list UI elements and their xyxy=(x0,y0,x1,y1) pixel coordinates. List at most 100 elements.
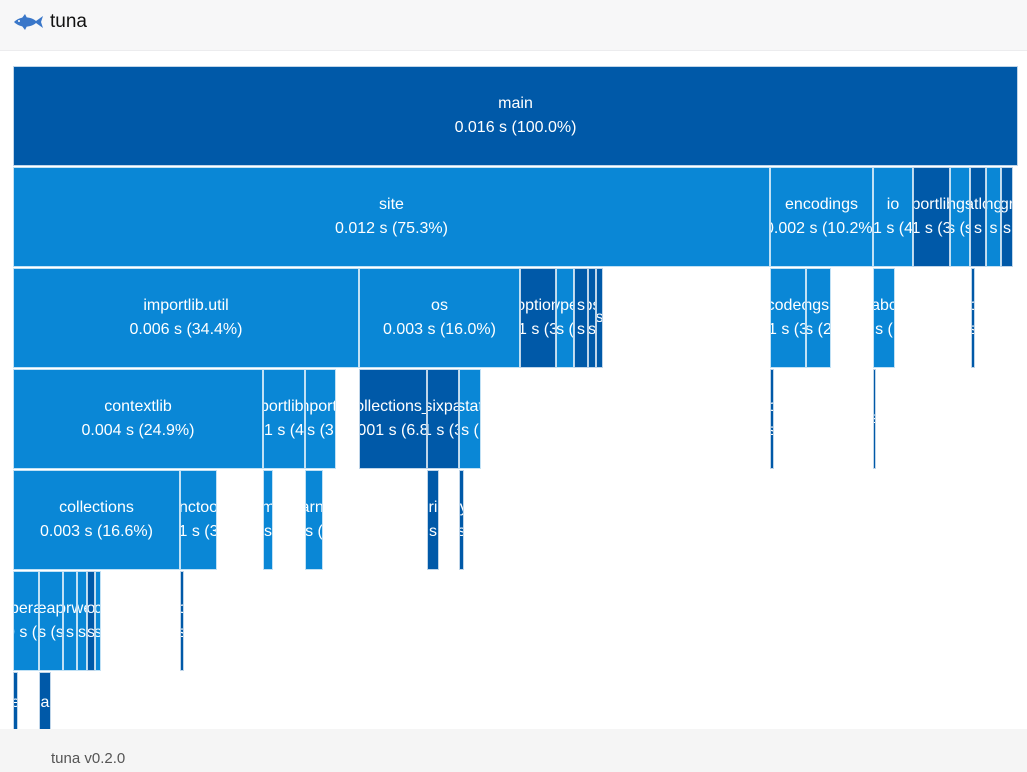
node-time: 0.002 s (10.2%) xyxy=(770,220,873,237)
icicle-node[interactable]: pera 0 s (2 xyxy=(13,571,39,671)
icicle-node[interactable]: tys xyxy=(459,470,464,570)
icicle-node[interactable]: io 1 s (4 xyxy=(873,167,913,267)
node-time: s ( xyxy=(875,321,893,338)
node-name: site xyxy=(379,196,404,213)
node-time: 0.006 s (34.4%) xyxy=(129,321,243,338)
icicle-node[interactable]: atlo s xyxy=(970,167,986,267)
node-time: s (2 xyxy=(806,321,831,338)
node-time: s (s xyxy=(951,220,969,237)
footer xyxy=(0,729,1027,772)
icicle-node[interactable]: portlib. 1 s (4 xyxy=(263,369,305,469)
node-time: s xyxy=(588,321,596,338)
node-name: encodings xyxy=(785,196,858,213)
node-name: os xyxy=(431,297,448,314)
node-name: erio xyxy=(428,499,438,516)
app-title: tuna xyxy=(50,11,87,32)
node-name: s xyxy=(597,306,602,330)
icicle-node[interactable]: e xyxy=(13,672,18,729)
node-time: 0.003 s (16.6%) xyxy=(40,523,153,540)
node-time: s xyxy=(66,624,74,641)
node-time: 0 s (2 xyxy=(14,624,38,641)
node-name: nportl xyxy=(306,398,335,415)
icicle-node[interactable]: erio s xyxy=(427,470,439,570)
node-time: s xyxy=(577,321,585,338)
node-name: option xyxy=(521,297,555,314)
node-time: 1 s (3 xyxy=(913,220,950,237)
icicle-node[interactable]: stat s ( xyxy=(459,369,481,469)
icicle-node[interactable]: option 1 s (3 xyxy=(520,268,556,368)
icicle-node[interactable]: contextlib 0.004 s (24.9%) xyxy=(13,369,263,469)
icicle-node[interactable]: ngs. s (2 xyxy=(806,268,831,368)
icicle-node[interactable]: ng s xyxy=(986,167,1001,267)
node-name: nctoo xyxy=(180,499,217,516)
icicle-node[interactable]: nctoo 1 s (3 xyxy=(180,470,217,570)
icicle-node[interactable]: os xyxy=(87,571,95,671)
node-time: s (3 xyxy=(307,422,334,439)
node-name: main xyxy=(498,95,533,112)
node-name: codec xyxy=(771,297,805,314)
node-time: 1 s (3 xyxy=(521,321,555,338)
node-time: s xyxy=(460,520,463,544)
node-time: s xyxy=(264,523,272,540)
node-time: s xyxy=(989,220,998,237)
node-name: ollections_ xyxy=(360,398,427,415)
icicle-node[interactable]: sixpa 1 s (3 xyxy=(427,369,459,469)
tuna-fish-icon xyxy=(14,14,43,30)
icicle-node[interactable]: ngs s (s xyxy=(950,167,970,267)
icicle-node[interactable]: cs xyxy=(971,268,975,368)
node-name: eap xyxy=(40,600,63,617)
icicle-node[interactable]: arni s ( xyxy=(305,470,323,570)
node-name: importlib.util xyxy=(143,297,229,314)
node-time: 1 s (3 xyxy=(771,321,805,338)
icicle-node[interactable]: iportlib 1 s (3 xyxy=(913,167,950,267)
icicle-node[interactable]: cs xyxy=(770,369,774,469)
icicle-node[interactable]: importlib.util 0.006 s (34.4%) xyxy=(13,268,359,368)
icicle-node[interactable]: ms xyxy=(263,470,273,570)
icicle-chart: main 0.016 s (100.0%) site 0.012 s (75.3%) e… xyxy=(13,66,1018,729)
node-time: s xyxy=(874,407,875,431)
node-name: ngs xyxy=(951,196,969,213)
node-time: s ( xyxy=(461,422,479,439)
node-name: ype xyxy=(557,297,573,314)
icicle-node[interactable]: cs xyxy=(180,571,184,671)
node-time: 0.004 s (24.9%) xyxy=(81,422,195,439)
icicle-node[interactable]: s xyxy=(596,268,603,368)
node-name: ty xyxy=(460,496,463,520)
node-name: m xyxy=(264,496,272,520)
node-time: s (s xyxy=(39,624,63,641)
icicle-node[interactable]: prw s xyxy=(63,571,77,671)
icicle-node[interactable]: eap s (s xyxy=(39,571,63,671)
icicle-node[interactable]: site 0.012 s (75.3%) xyxy=(13,167,770,267)
node-name: stat xyxy=(460,398,480,415)
node-time: s xyxy=(974,220,982,237)
icicle-node[interactable]: eap xyxy=(39,672,51,729)
node-time: 1 s (3 xyxy=(180,523,217,540)
app-header: tuna xyxy=(0,0,1027,51)
node-time: 1 s (4 xyxy=(873,220,913,237)
icicle-node[interactable]: abc s ( xyxy=(873,268,895,368)
node-name: o xyxy=(88,597,94,621)
icicle-node[interactable]: s xyxy=(873,369,876,469)
icicle-node[interactable]: ps s xyxy=(588,268,596,368)
node-time: 1 s (4 xyxy=(264,422,305,439)
icicle-node[interactable]: ype s ( xyxy=(556,268,574,368)
node-name: abc xyxy=(874,297,894,314)
icicle-node[interactable]: gr s xyxy=(1001,167,1013,267)
icicle-node[interactable]: nportl s (3 xyxy=(305,369,336,469)
icicle-node[interactable]: main 0.016 s (100.0%) xyxy=(13,66,1018,166)
node-time: s xyxy=(96,621,100,645)
icicle-node[interactable]: codec 1 s (3 xyxy=(770,268,806,368)
icicle-node[interactable]: os 0.003 s (16.0%) xyxy=(359,268,520,368)
node-time: 0.012 s (75.3%) xyxy=(335,220,448,237)
icicle-node[interactable]: collections 0.003 s (16.6%) xyxy=(13,470,180,570)
node-time: 0.016 s (100.0%) xyxy=(454,119,577,136)
node-name: c xyxy=(771,395,773,419)
icicle-node[interactable]: encodings 0.002 s (10.2%) xyxy=(770,167,873,267)
node-name: pera xyxy=(14,600,38,617)
node-name: portlib. xyxy=(264,398,304,415)
icicle-node[interactable]: cs xyxy=(95,571,101,671)
icicle-node[interactable]: ollections_ 001 s (6.8 xyxy=(359,369,427,469)
node-name: ps xyxy=(589,294,595,318)
icicle-node[interactable]: we s xyxy=(77,571,87,671)
